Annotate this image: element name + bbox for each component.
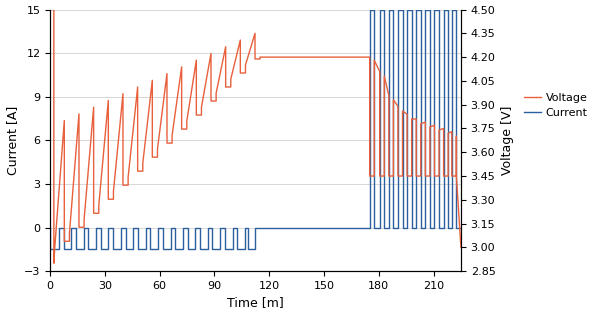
Voltage	[427, 174, 434, 178]
Current	[172, 226, 179, 229]
Voltage	[178, 65, 185, 69]
Current	[241, 226, 249, 229]
Current	[366, 8, 373, 11]
Current	[453, 226, 460, 229]
Current	[47, 226, 54, 229]
Voltage	[51, 245, 59, 249]
Voltage	[47, 8, 54, 11]
Y-axis label: Voltage [V]: Voltage [V]	[501, 106, 514, 175]
Voltage	[457, 245, 465, 249]
Line: Current: Current	[50, 9, 461, 249]
Y-axis label: Current [A]: Current [A]	[5, 106, 19, 175]
Voltage	[47, 309, 54, 313]
Voltage	[445, 131, 452, 135]
Line: Voltage: Voltage	[50, 9, 461, 311]
Current	[394, 226, 402, 229]
Current	[47, 248, 54, 251]
Current	[457, 226, 465, 229]
X-axis label: Time [m]: Time [m]	[227, 296, 284, 309]
Legend: Voltage, Current: Voltage, Current	[520, 89, 592, 123]
Current	[408, 8, 415, 11]
Current	[381, 226, 388, 229]
Voltage	[60, 119, 68, 123]
Voltage	[408, 117, 415, 121]
